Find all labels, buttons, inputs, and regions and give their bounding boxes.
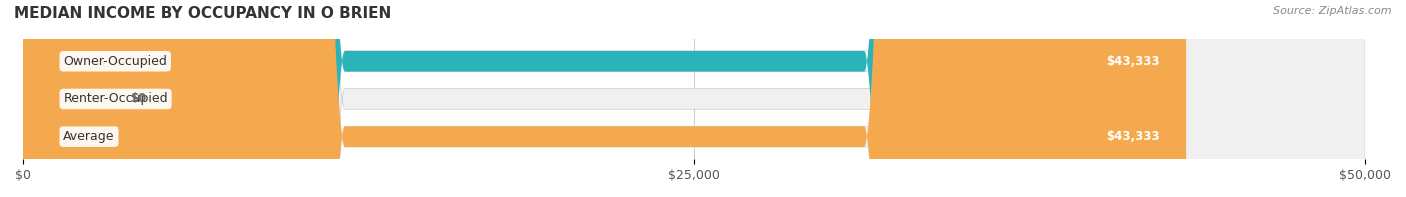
- Text: Renter-Occupied: Renter-Occupied: [63, 92, 167, 105]
- Text: $0: $0: [131, 92, 146, 105]
- FancyBboxPatch shape: [22, 0, 1365, 197]
- Text: $43,333: $43,333: [1105, 130, 1159, 143]
- Text: Owner-Occupied: Owner-Occupied: [63, 55, 167, 68]
- FancyBboxPatch shape: [22, 0, 1187, 197]
- Text: $43,333: $43,333: [1105, 55, 1159, 68]
- FancyBboxPatch shape: [22, 0, 1365, 197]
- Text: Average: Average: [63, 130, 115, 143]
- FancyBboxPatch shape: [22, 0, 1365, 197]
- Text: MEDIAN INCOME BY OCCUPANCY IN O BRIEN: MEDIAN INCOME BY OCCUPANCY IN O BRIEN: [14, 6, 391, 21]
- FancyBboxPatch shape: [22, 0, 1187, 197]
- Text: Source: ZipAtlas.com: Source: ZipAtlas.com: [1274, 6, 1392, 16]
